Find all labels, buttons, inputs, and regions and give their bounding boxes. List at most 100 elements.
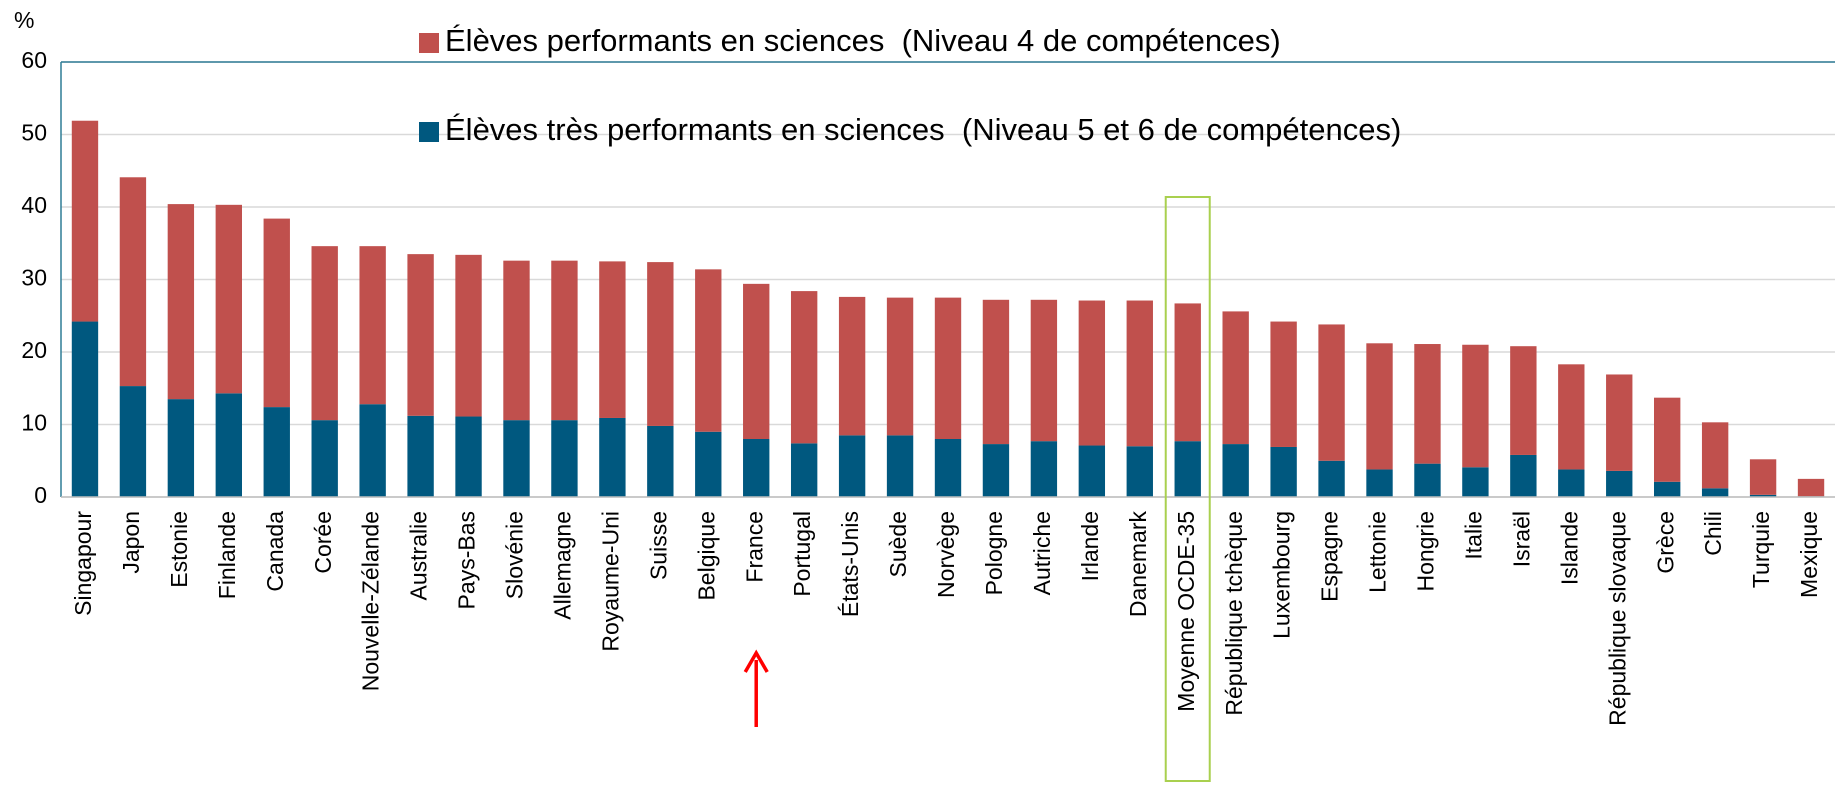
- bar-segment: [1701, 488, 1729, 497]
- y-tick-label: 60: [21, 47, 47, 73]
- y-axis-label: %: [14, 7, 34, 33]
- bar-segment: [599, 261, 626, 418]
- bar-segment: [695, 269, 722, 432]
- x-tick-label: Moyenne OCDE-35: [1173, 511, 1199, 712]
- y-tick-label: 10: [21, 410, 47, 436]
- bar-segment: [1606, 374, 1633, 471]
- bar-segment: [647, 262, 674, 426]
- bar-segment: [599, 417, 626, 497]
- bar-segment: [1030, 299, 1058, 442]
- x-tick-label: Allemagne: [550, 511, 576, 620]
- bar-segment: [1701, 422, 1729, 489]
- bar-segment: [1414, 463, 1441, 497]
- y-tick-label: 0: [34, 482, 47, 508]
- x-tick-label: Autriche: [1029, 511, 1055, 595]
- bar-segment: [119, 177, 147, 387]
- x-tick-label: République slovaque: [1604, 511, 1630, 726]
- y-tick-label: 50: [21, 120, 47, 146]
- x-tick-label: Belgique: [693, 511, 719, 601]
- x-tick-label: France: [741, 511, 767, 583]
- bar-segment: [167, 399, 195, 497]
- bar-segment: [503, 260, 530, 421]
- bar-segment: [359, 404, 386, 497]
- bar-segment: [311, 246, 338, 421]
- bar-segment: [263, 218, 290, 408]
- x-tick-label: Luxembourg: [1269, 511, 1295, 639]
- bar-segment: [1654, 397, 1681, 482]
- bar-segment: [1462, 467, 1489, 497]
- x-tick-label: Pologne: [981, 511, 1007, 595]
- highlight-box: [1164, 196, 1211, 782]
- bar-segment: [934, 439, 962, 497]
- x-tick-label: Pays-Bas: [454, 511, 480, 609]
- bar-segment: [1222, 444, 1249, 497]
- bar-segment: [982, 444, 1010, 497]
- bar-segment: [886, 297, 914, 436]
- bar-segment: [1270, 321, 1297, 447]
- x-tick-label: Islande: [1556, 511, 1582, 585]
- bar-segment: [1318, 460, 1345, 497]
- bar-segment: [407, 415, 434, 497]
- bar-segment: [1366, 469, 1393, 497]
- x-tick-label: Nouvelle-Zélande: [358, 511, 384, 691]
- bar-segment: [1126, 446, 1153, 497]
- bar-segment: [886, 435, 914, 497]
- bar-segment: [1270, 446, 1297, 497]
- bar-segment: [71, 120, 99, 322]
- x-tick-label: Israël: [1508, 511, 1534, 567]
- bar-segment: [1654, 481, 1681, 497]
- x-tick-label: Slovénie: [502, 511, 528, 599]
- legend-swatch: [419, 33, 439, 53]
- bar-segment: [1510, 454, 1537, 497]
- x-tick-label: Canada: [262, 511, 288, 592]
- x-tick-label: Irlande: [1077, 511, 1103, 581]
- bar-segment: [215, 204, 242, 394]
- x-tick-label: Estonie: [166, 511, 192, 588]
- x-tick-label: Grèce: [1652, 511, 1678, 574]
- bar-segment: [1558, 364, 1585, 470]
- x-tick-label: Mexique: [1796, 511, 1822, 598]
- x-tick-label: Singapour: [70, 511, 96, 616]
- x-tick-label: Norvège: [933, 511, 959, 598]
- bar-segment: [743, 283, 770, 439]
- bar-segment: [1222, 311, 1249, 445]
- bar-segment: [1078, 445, 1106, 497]
- bar-segment: [934, 297, 962, 439]
- bar-segment: [1030, 441, 1058, 497]
- bar-segment: [1749, 459, 1777, 495]
- x-tick-label: Suisse: [645, 511, 671, 580]
- bar-segment: [1126, 300, 1153, 447]
- x-tick-label: Finlande: [214, 511, 240, 599]
- bar-segment: [1318, 324, 1345, 461]
- bar-segment: [407, 254, 434, 416]
- bar-segment: [263, 407, 290, 497]
- bar-segment: [167, 204, 195, 400]
- x-tick-label: Espagne: [1317, 511, 1343, 602]
- bar-segment: [119, 386, 147, 497]
- bar-segment: [1414, 344, 1441, 464]
- x-tick-label: Suède: [885, 511, 911, 578]
- bar-segment: [1366, 343, 1393, 470]
- bar-segment: [455, 254, 482, 417]
- bar-segment: [455, 416, 482, 497]
- bar-segment: [1606, 470, 1633, 497]
- legend-swatch: [419, 122, 439, 142]
- legend-label: Élèves très performants en sciences (Niv…: [445, 112, 1401, 147]
- bar-segment: [1078, 300, 1106, 446]
- x-tick-label: Portugal: [789, 511, 815, 597]
- bar-segment: [790, 291, 818, 444]
- x-tick-label: République tchèque: [1221, 511, 1247, 716]
- bar-segment: [551, 420, 578, 497]
- x-tick-label: Hongrie: [1413, 511, 1439, 592]
- y-tick-label: 40: [21, 192, 47, 218]
- bar-segment: [1174, 303, 1201, 442]
- bar-segment: [1558, 469, 1585, 497]
- x-tick-label: États-Unis: [837, 511, 863, 617]
- x-tick-label: Royaume-Uni: [597, 511, 623, 652]
- bar-segment: [215, 393, 242, 497]
- bar-segment: [695, 431, 722, 497]
- x-tick-label: Italie: [1460, 511, 1486, 560]
- bar-segment: [1749, 494, 1777, 497]
- bar-segment: [982, 299, 1010, 445]
